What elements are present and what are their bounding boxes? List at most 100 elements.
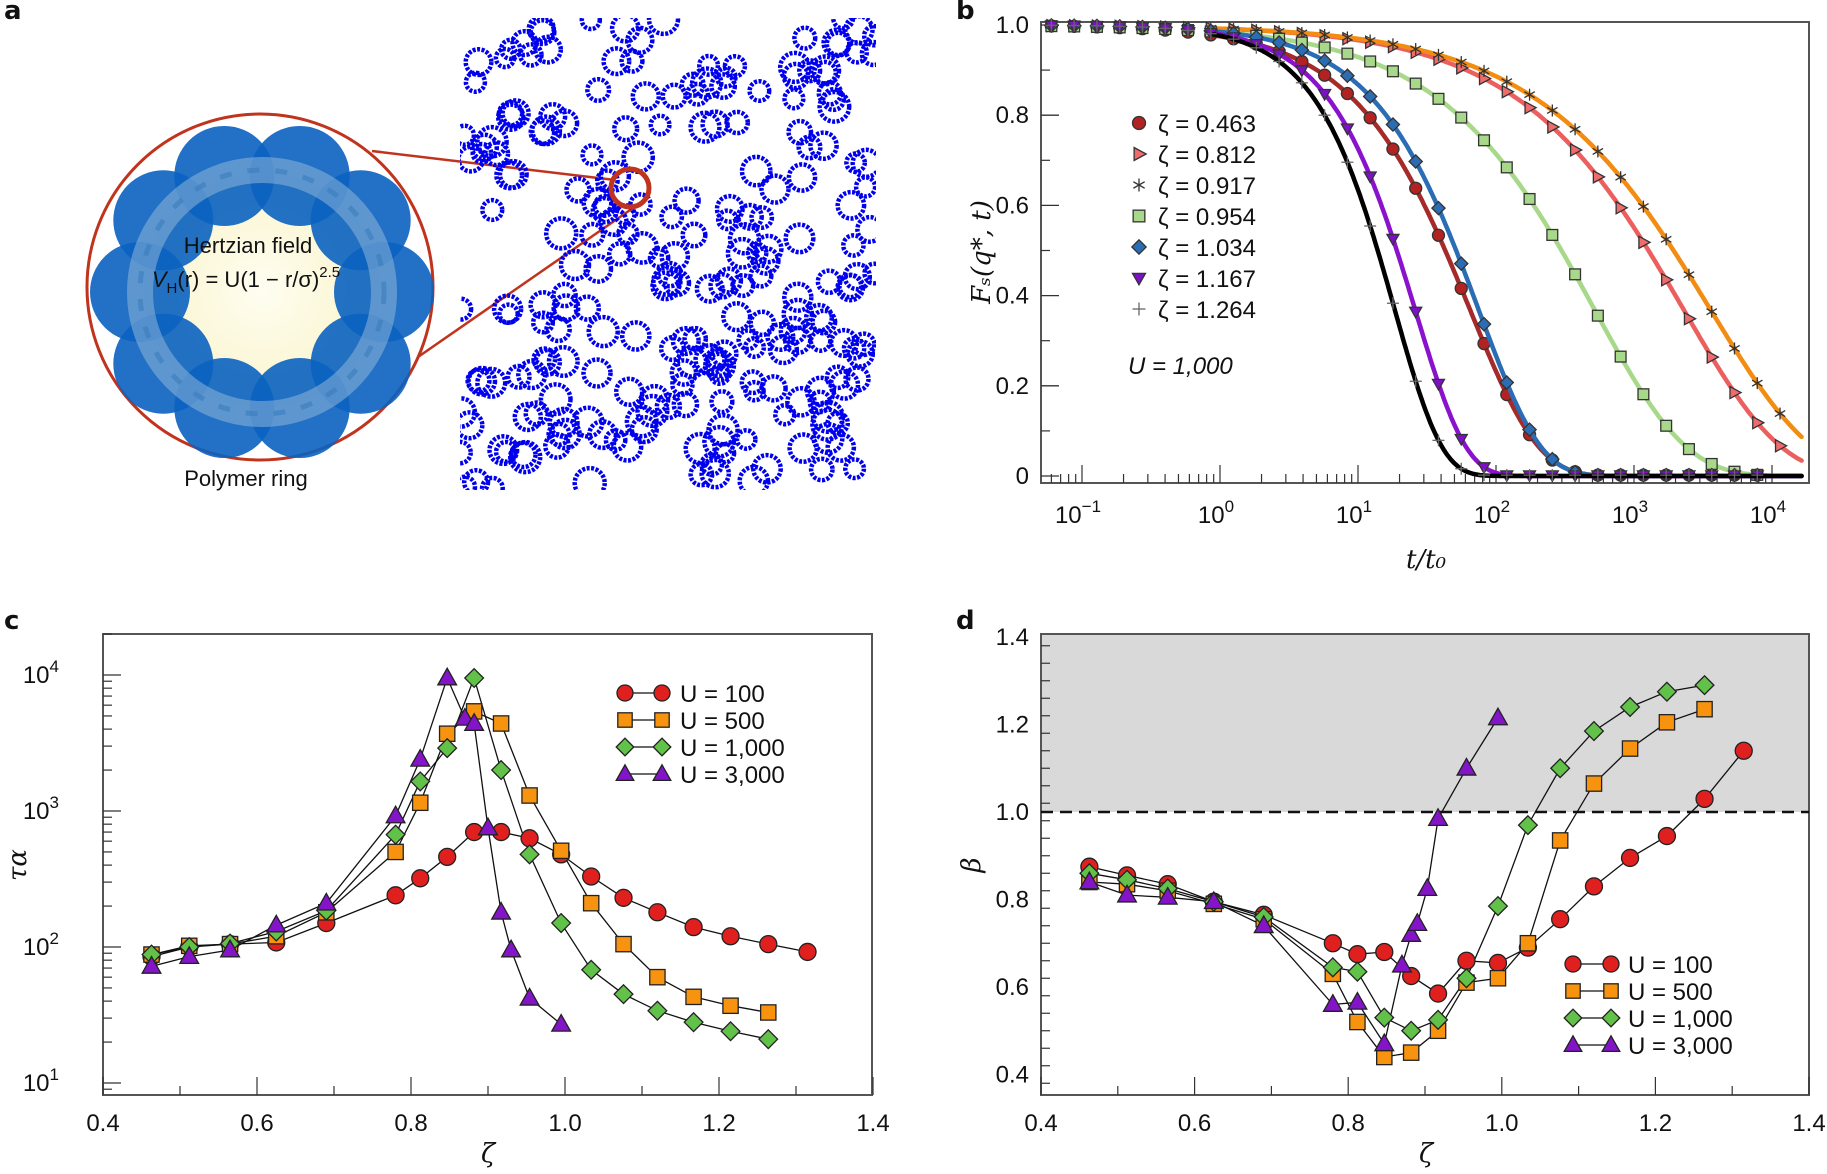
snapshot-ring bbox=[706, 412, 740, 447]
marker-asterisk bbox=[1341, 31, 1353, 44]
snapshot-ring bbox=[845, 338, 876, 369]
y-tick-label: 102 bbox=[23, 929, 59, 961]
x-tick-base: 10 bbox=[1198, 502, 1225, 529]
marker-diamond bbox=[1487, 895, 1509, 917]
snapshot-ring bbox=[601, 46, 632, 77]
snapshot-ring bbox=[516, 358, 548, 391]
snapshot-ring bbox=[708, 363, 732, 387]
marker-triangle-up bbox=[1078, 870, 1100, 890]
marker-asterisk bbox=[1592, 145, 1604, 158]
marker-circle bbox=[1695, 789, 1714, 809]
snapshot-ring bbox=[841, 335, 867, 361]
snapshot-ring bbox=[613, 376, 645, 408]
marker-plus bbox=[1113, 20, 1126, 33]
marker-circle bbox=[648, 903, 667, 922]
marker-circle bbox=[798, 942, 817, 962]
marker-asterisk bbox=[1387, 38, 1399, 51]
marker-asterisk bbox=[1751, 377, 1763, 390]
marker-diamond bbox=[1694, 674, 1715, 696]
snapshot-ring bbox=[796, 134, 823, 161]
marker-diamond bbox=[1619, 696, 1641, 718]
marker-diamond bbox=[1544, 451, 1560, 467]
series-markers-3 bbox=[141, 666, 572, 1032]
marker-asterisk bbox=[1133, 178, 1145, 192]
marker-asterisk bbox=[1637, 200, 1649, 213]
marker-plus bbox=[1318, 109, 1331, 122]
marker-square bbox=[1402, 1044, 1420, 1061]
snapshot-ring bbox=[811, 59, 839, 86]
marker-plus bbox=[1295, 76, 1308, 89]
marker-circle bbox=[438, 847, 457, 867]
marker-asterisk-stroke bbox=[1133, 181, 1145, 189]
x-axis-title: ζ bbox=[1419, 1139, 1435, 1169]
snapshot-ring bbox=[808, 456, 835, 483]
marker-asterisk bbox=[1615, 171, 1627, 184]
marker-triangle-up bbox=[1400, 923, 1422, 942]
marker-triangle-up bbox=[1416, 877, 1438, 897]
marker-asterisk-stroke bbox=[1319, 31, 1331, 39]
marker-asterisk-stroke bbox=[1615, 173, 1627, 181]
snapshot-ring bbox=[700, 109, 730, 139]
highlighted-ring-marker bbox=[608, 166, 652, 210]
marker-plus bbox=[1045, 19, 1058, 32]
snapshot-ring bbox=[682, 325, 709, 352]
snapshot-ring bbox=[759, 374, 788, 403]
hertzian-field-title: Hertzian field bbox=[184, 233, 312, 258]
legend-label-0: ζ = 0.463 bbox=[1158, 111, 1256, 138]
snapshot-ring bbox=[841, 233, 866, 258]
marker-asterisk-stroke bbox=[1660, 235, 1672, 243]
marker-diamond bbox=[409, 771, 431, 792]
marker-square bbox=[649, 968, 666, 986]
snapshot-ring bbox=[703, 348, 737, 383]
snapshot-ring bbox=[748, 309, 777, 338]
snapshot-ring bbox=[820, 87, 847, 113]
x-tick-label: 10−1 bbox=[1055, 497, 1101, 529]
marker-triangle-up bbox=[1601, 1034, 1621, 1053]
marker-circle bbox=[1363, 111, 1377, 125]
y-tick-label: 1.2 bbox=[996, 712, 1029, 739]
snapshot-ring bbox=[759, 173, 791, 205]
y-axis-title: β bbox=[957, 857, 987, 873]
snapshot-ring bbox=[579, 221, 606, 248]
ring-backbone-dashed bbox=[137, 167, 387, 417]
marker-asterisk-stroke bbox=[1569, 125, 1581, 133]
y-tick-exp: 4 bbox=[50, 657, 59, 676]
marker-diamond bbox=[1130, 238, 1148, 256]
snapshot-ring bbox=[825, 432, 857, 463]
marker-asterisk bbox=[1524, 88, 1536, 101]
marker-asterisk-stroke bbox=[1455, 58, 1467, 66]
snapshot-ring bbox=[594, 168, 620, 194]
marker-diamond bbox=[1549, 757, 1571, 779]
marker-square bbox=[1603, 983, 1619, 999]
snapshot-ring bbox=[523, 400, 550, 427]
marker-asterisk-stroke bbox=[1706, 308, 1718, 316]
marker-triangle-up bbox=[315, 892, 337, 911]
marker-triangle-down bbox=[1363, 171, 1378, 184]
marker-asterisk-stroke bbox=[1410, 45, 1422, 53]
snapshot-ring bbox=[843, 18, 875, 46]
y-tick-label: 0.6 bbox=[996, 974, 1029, 1001]
marker-triangle-up bbox=[1322, 993, 1344, 1012]
x-tick-base: 10 bbox=[1474, 502, 1501, 529]
marker-triangle-up bbox=[385, 804, 407, 824]
marker-triangle-right bbox=[1638, 235, 1652, 250]
marker-triangle-right bbox=[1456, 60, 1470, 75]
marker-plus bbox=[1250, 41, 1263, 54]
snapshot-ring bbox=[629, 414, 659, 445]
marker-plus bbox=[1682, 469, 1695, 482]
marker-square bbox=[1318, 41, 1331, 54]
snapshot-ring bbox=[532, 34, 564, 65]
marker-circle bbox=[684, 917, 703, 937]
marker-triangle-down bbox=[1131, 272, 1147, 287]
marker-diamond bbox=[652, 737, 672, 757]
marker-triangle-right bbox=[1661, 272, 1675, 287]
marker-asterisk-stroke bbox=[1592, 147, 1604, 156]
marker-plus bbox=[1705, 469, 1718, 482]
marker-triangle-down bbox=[1271, 49, 1287, 62]
marker-diamond bbox=[720, 1021, 741, 1042]
marker-asterisk bbox=[1432, 48, 1444, 61]
marker-circle bbox=[616, 684, 634, 702]
marker-plus bbox=[1569, 469, 1582, 482]
